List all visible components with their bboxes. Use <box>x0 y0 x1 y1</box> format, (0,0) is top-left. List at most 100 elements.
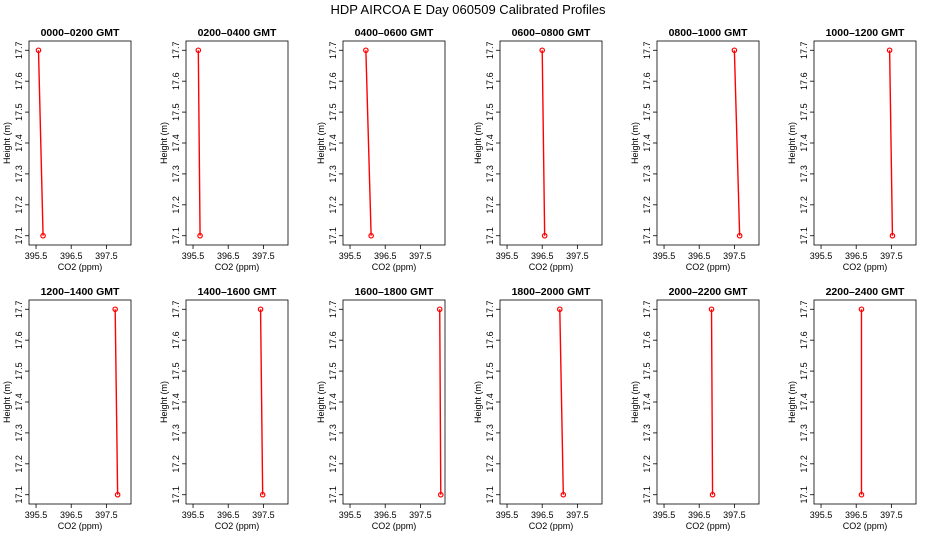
y-tick-label: 17.2 <box>171 455 181 473</box>
x-axis-label: CO2 (ppm) <box>372 262 417 272</box>
y-tick-label: 17.1 <box>799 227 809 245</box>
x-axis-label: CO2 (ppm) <box>529 262 574 272</box>
y-axis-label: Height (m) <box>473 381 483 423</box>
y-tick-label: 17.4 <box>485 393 495 411</box>
data-point <box>368 232 374 239</box>
plot-frame <box>499 299 603 505</box>
y-tick-label: 17.2 <box>485 455 495 473</box>
y-tick-label: 17.7 <box>799 301 809 319</box>
panel: 2200–2400 GMT 395.5 396.5 397.5 17.1 17.2 17.3… <box>787 286 917 531</box>
profile-line <box>114 309 119 495</box>
data-point <box>114 491 121 498</box>
x-axis-label: CO2 (ppm) <box>58 521 103 531</box>
y-tick-label: 17.6 <box>799 331 809 349</box>
panel: 1000–1200 GMT 395.5 396.5 397.5 17.1 17.2 17.3… <box>787 27 917 272</box>
y-tick-label: 17.7 <box>328 301 338 319</box>
x-tick-label: 396.5 <box>60 510 83 520</box>
y-tick-label: 17.5 <box>485 103 495 121</box>
data-point <box>197 232 203 239</box>
panel: 1400–1600 GMT 395.5 396.5 397.5 17.1 17.2 17.3… <box>159 286 289 531</box>
data-point <box>709 491 716 498</box>
x-tick-label: 396.5 <box>845 251 868 261</box>
y-tick-label: 17.5 <box>171 103 181 121</box>
y-tick-label: 17.3 <box>642 165 652 183</box>
x-tick-label: 397.5 <box>566 251 589 261</box>
y-tick-label: 17.3 <box>171 165 181 183</box>
y-tick-label: 17.2 <box>485 196 495 214</box>
x-axis-label: CO2 (ppm) <box>215 521 260 531</box>
x-tick-label: 395.5 <box>496 510 519 520</box>
x-tick-label: 397.5 <box>409 251 432 261</box>
y-tick-label: 17.5 <box>328 362 338 380</box>
y-axis-label: Height (m) <box>2 122 12 164</box>
x-tick-label: 396.5 <box>845 510 868 520</box>
y-tick-label: 17.4 <box>328 134 338 152</box>
data-point <box>858 306 865 313</box>
x-tick-label: 395.5 <box>339 510 362 520</box>
x-tick-label: 397.5 <box>723 251 746 261</box>
data-point <box>889 232 896 239</box>
y-axis-label: Height (m) <box>159 122 169 164</box>
panel-title: 1000–1200 GMT <box>826 27 905 39</box>
plot-frame <box>813 40 917 246</box>
y-tick-label: 17.3 <box>328 424 338 442</box>
y-axis-label: Height (m) <box>316 122 326 164</box>
data-point <box>708 306 715 313</box>
y-tick-label: 17.3 <box>642 424 652 442</box>
y-tick-label: 17.4 <box>799 134 809 152</box>
panel: 0200–0400 GMT 395.5 396.5 397.5 17.1 17.2 17.3… <box>159 27 289 272</box>
y-tick-label: 17.5 <box>328 103 338 121</box>
y-axis-label: Height (m) <box>787 381 797 423</box>
profile-line <box>733 50 741 236</box>
panel-title: 0600–0800 GMT <box>512 27 591 39</box>
panel: 0000–0200 GMT 395.5 396.5 397.5 17.1 17.2 17.3… <box>2 27 132 272</box>
x-axis-label: CO2 (ppm) <box>372 521 417 531</box>
data-point <box>437 491 444 498</box>
data-point <box>541 232 548 239</box>
profile-line <box>37 50 44 236</box>
x-tick-label: 395.5 <box>810 251 833 261</box>
y-tick-label: 17.6 <box>642 331 652 349</box>
data-point <box>560 491 567 498</box>
y-tick-label: 17.6 <box>14 331 24 349</box>
y-tick-label: 17.7 <box>485 301 495 319</box>
plot-frame <box>813 299 917 505</box>
panel-title: 0000–0200 GMT <box>41 27 120 39</box>
profile-line <box>439 309 442 495</box>
x-tick-label: 397.5 <box>409 510 432 520</box>
y-tick-label: 17.5 <box>14 103 24 121</box>
data-point <box>40 232 46 239</box>
y-tick-label: 17.2 <box>642 196 652 214</box>
data-point <box>736 232 743 239</box>
x-tick-label: 397.5 <box>252 510 275 520</box>
profile-line <box>259 309 264 495</box>
y-tick-label: 17.7 <box>642 301 652 319</box>
y-tick-label: 17.2 <box>171 196 181 214</box>
y-axis-label: Height (m) <box>473 122 483 164</box>
x-tick-label: 397.5 <box>95 510 118 520</box>
plot-frame <box>28 40 132 246</box>
y-tick-label: 17.7 <box>171 301 181 319</box>
y-tick-label: 17.2 <box>642 455 652 473</box>
panel-title: 0200–0400 GMT <box>198 27 277 39</box>
x-tick-label: 395.5 <box>653 510 676 520</box>
x-tick-label: 396.5 <box>60 251 83 261</box>
x-tick-label: 396.5 <box>688 510 711 520</box>
data-point <box>257 306 264 313</box>
y-axis-label: Height (m) <box>159 381 169 423</box>
x-tick-label: 395.5 <box>810 510 833 520</box>
data-point <box>259 491 266 498</box>
panel: 1200–1400 GMT 395.5 396.5 397.5 17.1 17.2 17.3… <box>2 286 132 531</box>
data-point <box>363 47 369 54</box>
data-point <box>539 47 546 54</box>
x-tick-label: 397.5 <box>880 510 903 520</box>
panel-title: 1800–2000 GMT <box>512 286 591 298</box>
data-point <box>112 306 118 313</box>
y-tick-label: 17.1 <box>171 486 181 504</box>
y-tick-label: 17.6 <box>14 72 24 90</box>
y-tick-label: 17.7 <box>485 42 495 60</box>
plot-frame <box>185 40 289 246</box>
y-tick-label: 17.2 <box>328 455 338 473</box>
y-tick-label: 17.1 <box>328 486 338 504</box>
data-point <box>195 47 202 54</box>
